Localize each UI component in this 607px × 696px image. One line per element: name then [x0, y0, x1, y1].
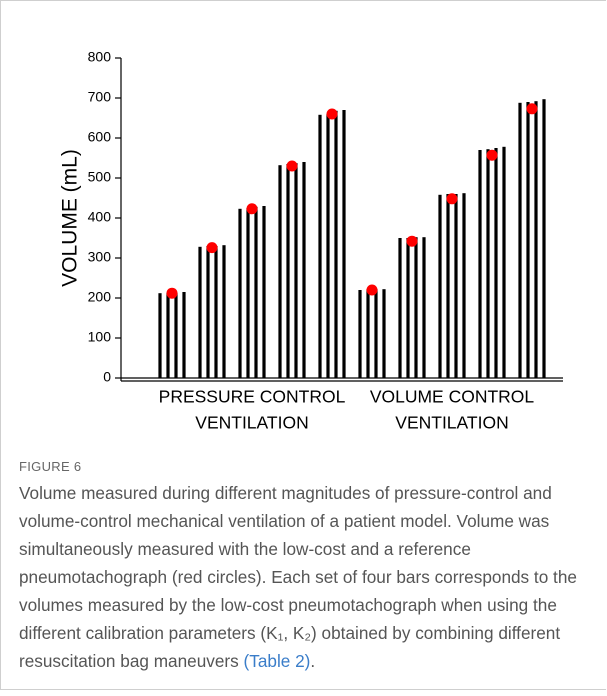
- caption-text: Volume measured during different magnitu…: [19, 483, 577, 671]
- bar: [382, 289, 386, 378]
- bar: [174, 292, 178, 378]
- bar: [438, 194, 442, 378]
- bar: [262, 206, 266, 378]
- bar: [358, 290, 362, 378]
- bar: [414, 237, 418, 378]
- bar: [478, 150, 482, 378]
- bar: [334, 110, 338, 379]
- group-label: VENTILATION: [395, 413, 508, 433]
- bar: [342, 110, 346, 378]
- bar: [278, 165, 282, 378]
- y-tick-label: 700: [88, 89, 112, 105]
- reference-point: [246, 203, 258, 215]
- bar: [294, 163, 298, 378]
- chart: VOLUME (mL) 0 100 200 300 400 500 600 700 800 PRE…: [59, 49, 563, 433]
- y-tick-label: 0: [103, 369, 111, 385]
- figure-label: FIGURE 6: [19, 459, 82, 474]
- bar: [534, 101, 538, 378]
- bar: [494, 148, 498, 378]
- group-label: VENTILATION: [195, 413, 308, 433]
- group-label: VOLUME CONTROL: [370, 387, 535, 407]
- bar: [198, 246, 202, 378]
- reference-point: [366, 284, 378, 296]
- bar: [502, 146, 506, 378]
- reference-point: [486, 149, 498, 161]
- bar: [246, 208, 250, 378]
- bar: [158, 293, 162, 378]
- bar: [326, 114, 330, 378]
- bar: [526, 102, 530, 378]
- y-tick-label: 800: [88, 49, 112, 65]
- bar: [206, 246, 210, 378]
- reference-point: [526, 103, 538, 115]
- bar: [318, 114, 322, 379]
- bar: [302, 162, 306, 378]
- reference-point: [406, 235, 418, 247]
- bar: [286, 164, 290, 378]
- reference-point: [286, 160, 298, 172]
- bar: [406, 238, 410, 378]
- y-axis-label: VOLUME (mL): [59, 149, 82, 287]
- bar: [254, 206, 258, 378]
- bar: [166, 292, 170, 378]
- bar: [486, 149, 490, 378]
- bar: [366, 289, 370, 378]
- bar: [454, 194, 458, 378]
- bar: [374, 289, 378, 378]
- y-tick-label: 200: [88, 289, 112, 305]
- bar: [542, 99, 546, 378]
- reference-point: [326, 108, 338, 120]
- y-tick-label: 100: [88, 329, 112, 345]
- reference-point: [166, 287, 178, 299]
- y-tick-label: 300: [88, 249, 112, 265]
- y-tick-label: 500: [88, 169, 112, 185]
- bar: [518, 102, 522, 379]
- table-link[interactable]: (Table 2): [243, 651, 311, 671]
- bar: [222, 245, 226, 378]
- y-tick-label: 600: [88, 129, 112, 145]
- bar: [446, 194, 450, 378]
- caption-end: .: [310, 651, 316, 671]
- bar: [182, 292, 186, 378]
- bar: [398, 238, 402, 378]
- bar: [214, 246, 218, 378]
- caption: Volume measured during different magnitu…: [19, 479, 591, 675]
- bar: [238, 208, 242, 378]
- group-label: PRESSURE CONTROL: [159, 387, 346, 407]
- bar: [422, 237, 426, 378]
- reference-point: [206, 242, 218, 254]
- bar: [462, 193, 466, 378]
- y-tick-label: 400: [88, 209, 112, 225]
- reference-point: [446, 193, 458, 205]
